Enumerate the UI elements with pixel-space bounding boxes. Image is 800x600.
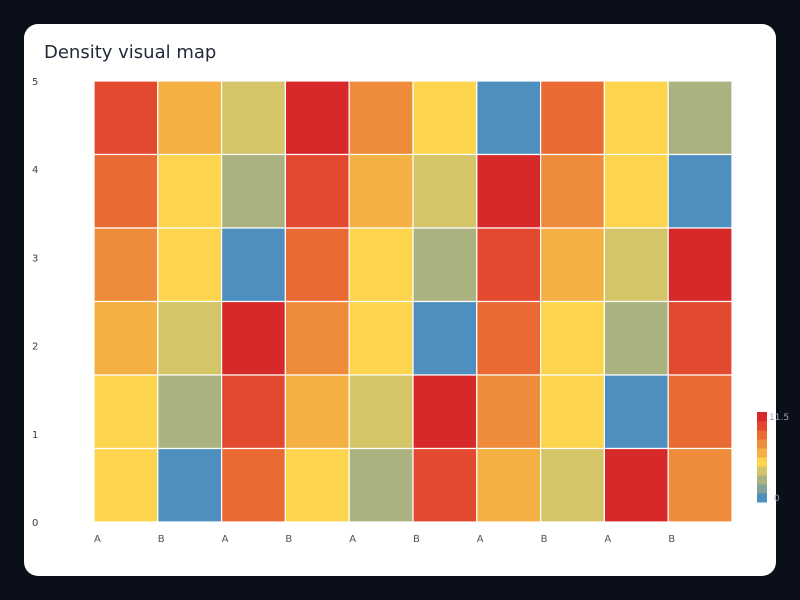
heatmap-cell	[667, 374, 733, 450]
heatmap-cell	[603, 80, 669, 156]
heatmap-cell	[667, 447, 733, 523]
heatmap-cell	[93, 447, 159, 523]
heatmap-cell	[221, 374, 287, 450]
colorbar-segment	[757, 475, 767, 485]
heatmap-cell	[603, 447, 669, 523]
heatmap-cell	[539, 80, 605, 156]
y-tick-label: 5	[32, 77, 38, 88]
heatmap-cell	[667, 227, 733, 303]
heatmap-cell	[603, 227, 669, 303]
heatmap-cell	[284, 80, 350, 156]
chart-title: Density visual map	[44, 42, 217, 63]
heatmap-cell	[412, 153, 478, 229]
heatmap-cell	[348, 227, 414, 303]
colorbar-segment	[757, 412, 767, 422]
y-axis-ticks: 0 1 2 3 4 5	[32, 77, 38, 529]
y-tick-label: 1	[32, 430, 38, 441]
heatmap-cell	[412, 300, 478, 376]
y-tick-label: 3	[32, 253, 38, 264]
heatmap-cell	[348, 447, 414, 523]
heatmap-cell	[157, 374, 223, 450]
heatmap-cell	[284, 374, 350, 450]
heatmap-cell	[476, 300, 542, 376]
y-tick-label: 0	[32, 518, 38, 529]
x-tick-label: A	[349, 534, 356, 545]
y-tick-label: 4	[32, 165, 38, 176]
heatmap-cell	[667, 80, 733, 156]
heatmap-cell	[284, 300, 350, 376]
heatmap-cell	[157, 227, 223, 303]
heatmap-cell	[539, 374, 605, 450]
colorbar-segment	[757, 466, 767, 476]
heatmap-cell	[93, 374, 159, 450]
heatmap-cell	[221, 227, 287, 303]
y-tick-label: 2	[32, 342, 38, 353]
heatmap-cell	[157, 153, 223, 229]
heatmap-cell	[412, 374, 478, 450]
x-tick-label: B	[541, 534, 548, 545]
heatmap-cell	[476, 153, 542, 229]
heatmap-cell	[539, 227, 605, 303]
heatmap-cell	[348, 374, 414, 450]
heatmap-cell	[157, 447, 223, 523]
heatmap-cell	[93, 153, 159, 229]
x-tick-label: A	[477, 534, 484, 545]
heatmap-cell	[348, 80, 414, 156]
heatmap-cell	[667, 300, 733, 376]
x-tick-label: A	[222, 534, 229, 545]
heatmap-cell	[603, 153, 669, 229]
heatmap-cell	[667, 153, 733, 229]
colorbar-segment	[757, 457, 767, 467]
heatmap-cell	[221, 153, 287, 229]
heatmap-cell	[93, 227, 159, 303]
colorbar: 11.50	[757, 412, 789, 504]
heatmap-cell	[221, 80, 287, 156]
heatmap-cells	[93, 80, 733, 523]
colorbar-segment	[757, 448, 767, 458]
x-tick-label: A	[94, 534, 101, 545]
heatmap-cell	[539, 447, 605, 523]
heatmap-cell	[412, 227, 478, 303]
colorbar-segment	[757, 493, 767, 503]
colorbar-segment	[757, 430, 767, 440]
heatmap-cell	[348, 300, 414, 376]
heatmap-cell	[412, 447, 478, 523]
heatmap-cell	[221, 300, 287, 376]
heatmap-cell	[93, 300, 159, 376]
heatmap-cell	[284, 447, 350, 523]
x-tick-label: B	[668, 534, 675, 545]
x-tick-label: B	[285, 534, 292, 545]
colorbar-segment	[757, 484, 767, 494]
heatmap-cell	[221, 447, 287, 523]
heatmap-cell	[603, 300, 669, 376]
heatmap-cell	[412, 80, 478, 156]
colorbar-segment	[757, 421, 767, 431]
heatmap-cell	[157, 300, 223, 376]
x-tick-label: B	[413, 534, 420, 545]
heatmap-cell	[476, 447, 542, 523]
heatmap-cell	[157, 80, 223, 156]
heatmap-cell	[476, 374, 542, 450]
heatmap-cell	[348, 153, 414, 229]
heatmap-cell	[539, 300, 605, 376]
heatmap-cell	[539, 153, 605, 229]
heatmap-cell	[284, 227, 350, 303]
heatmap-cell	[476, 227, 542, 303]
colorbar-max-label: 11.5	[769, 413, 789, 423]
x-tick-label: B	[158, 534, 165, 545]
heatmap-cell	[284, 153, 350, 229]
x-tick-label: A	[604, 534, 611, 545]
colorbar-min-label: 0	[774, 494, 780, 504]
heatmap-cell	[603, 374, 669, 450]
heatmap-cell	[476, 80, 542, 156]
heatmap-cell	[93, 80, 159, 156]
colorbar-segment	[757, 439, 767, 449]
